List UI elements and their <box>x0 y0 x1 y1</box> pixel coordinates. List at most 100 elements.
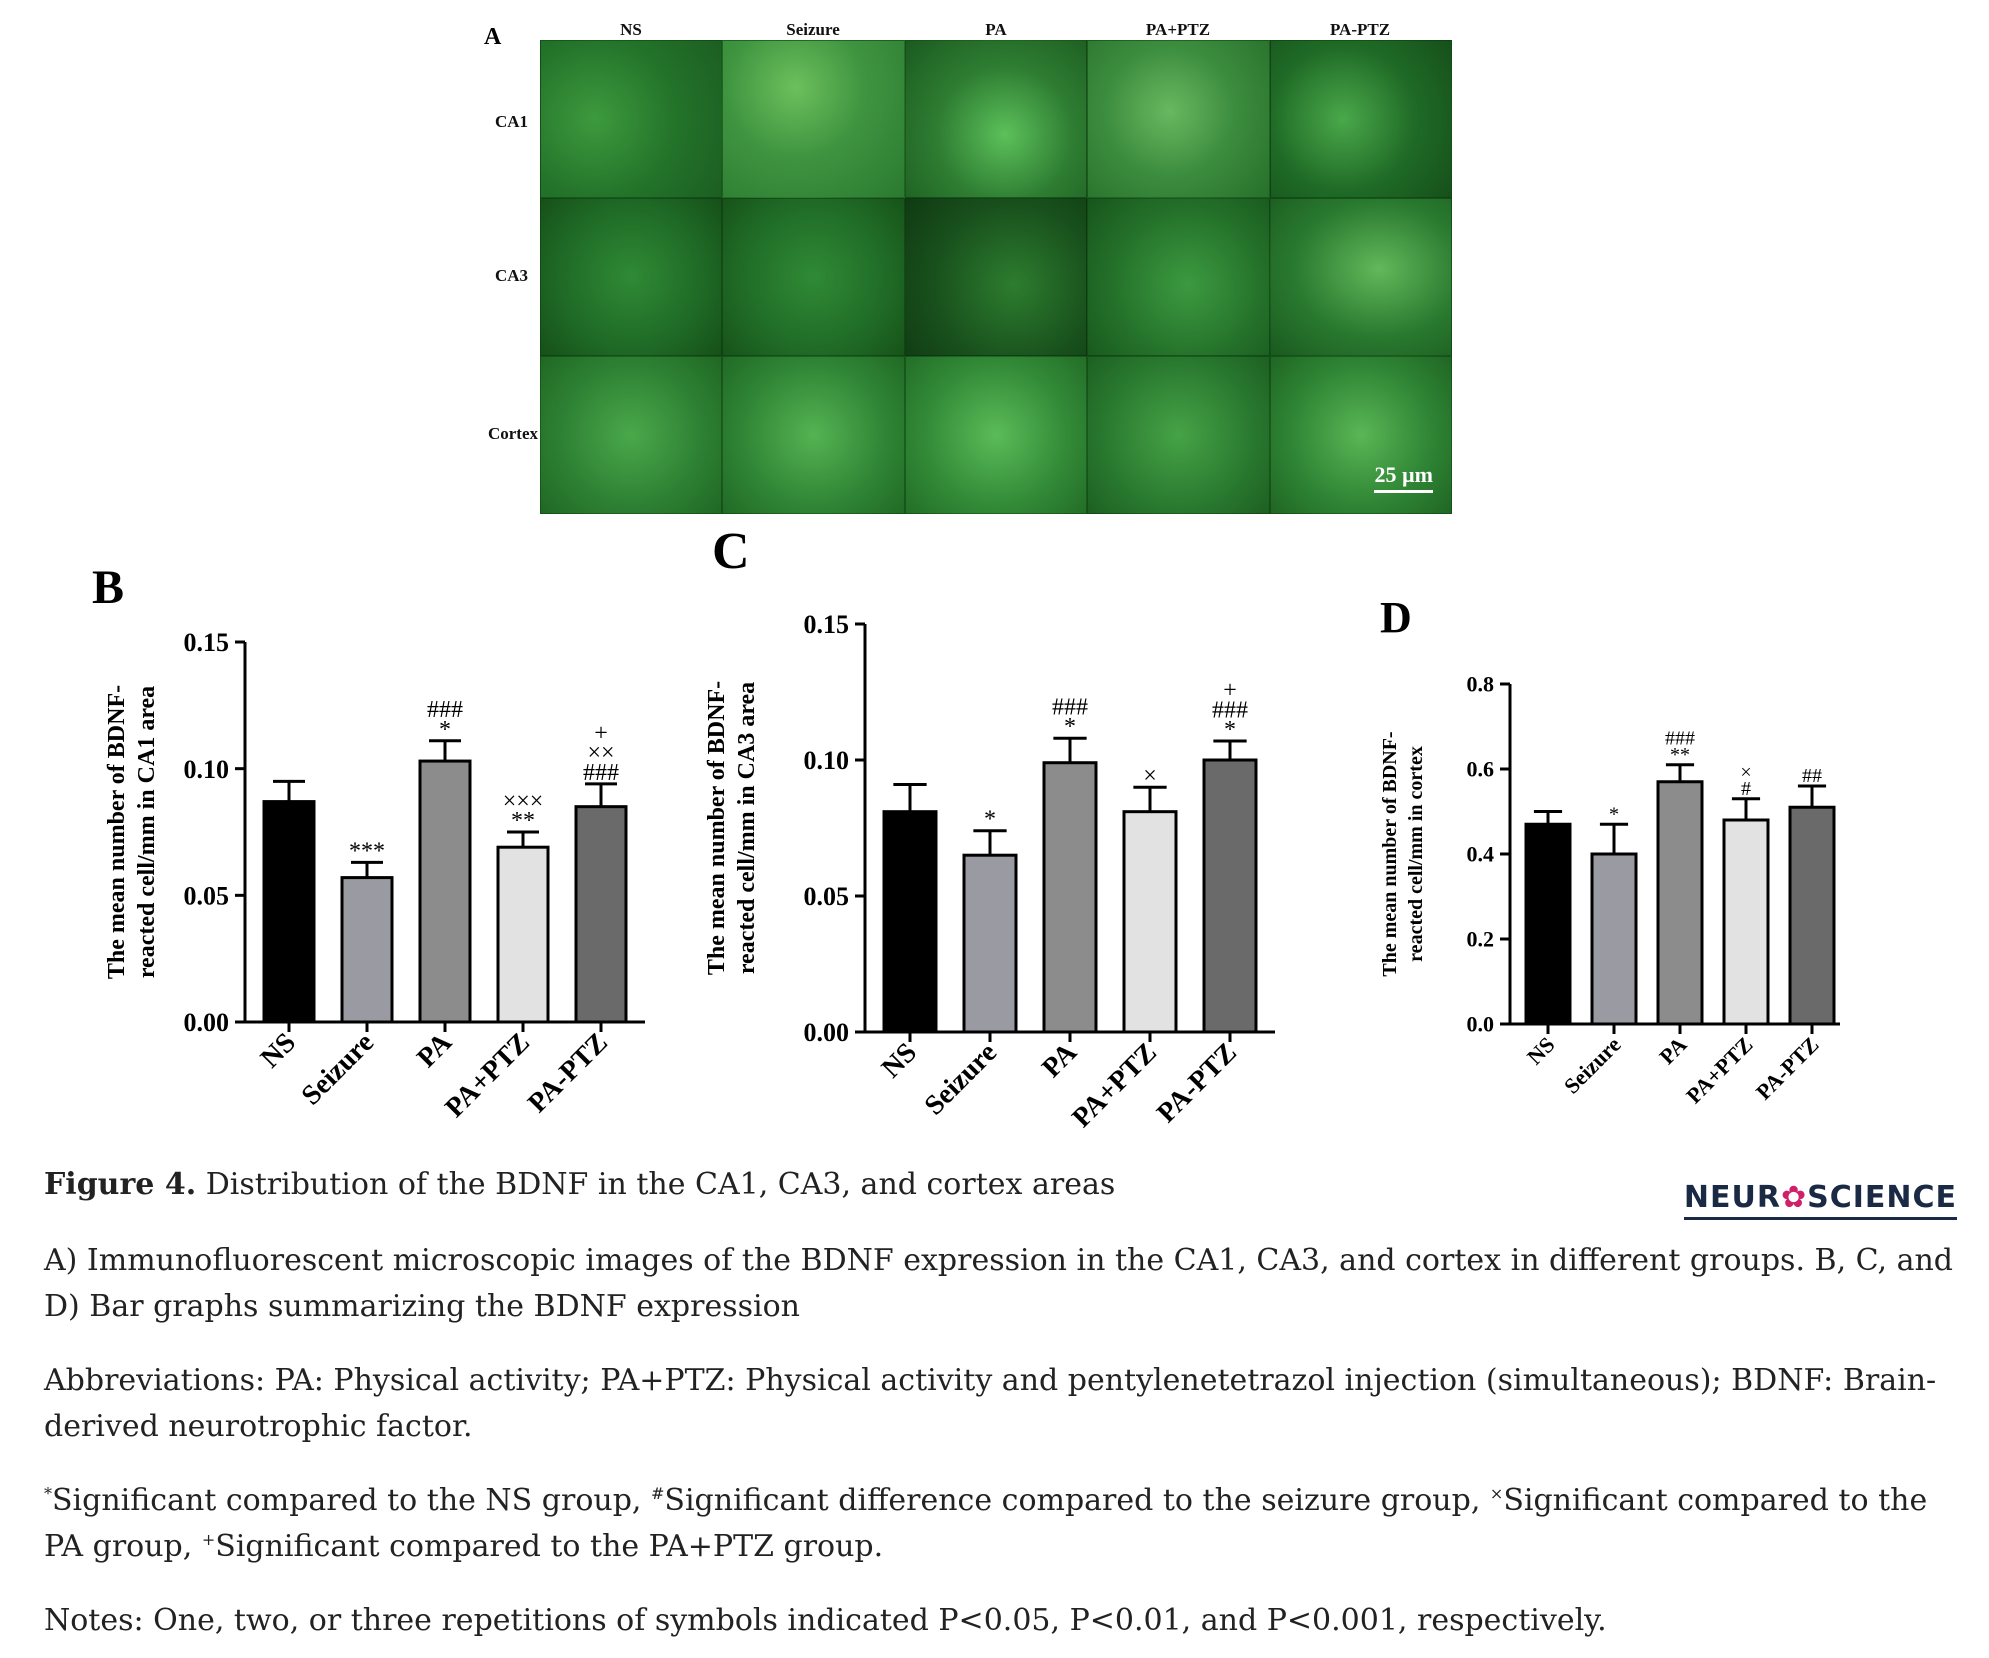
column-header-pa-ptz: PA-PTZ <box>1329 20 1391 39</box>
bar <box>496 845 550 1024</box>
significance-label: × <box>1143 763 1157 789</box>
micrograph-ca3-pa-ptz <box>1269 198 1452 356</box>
caption-paragraph-3: *Significant compared to the NS group, #… <box>44 1483 1928 1564</box>
significance-label: # <box>1741 778 1751 800</box>
figure-caption-title: Figure 4. Distribution of the BDNF in th… <box>44 1162 1954 1208</box>
y-axis-label-line-2: reacted cell/mm in cortex <box>1405 746 1427 962</box>
y-tick-label: 0.15 <box>804 610 850 639</box>
significance-label: *** <box>349 838 385 864</box>
y-tick-label: 0.4 <box>1467 842 1495 867</box>
bar <box>418 759 472 1024</box>
column-header-pa-ptz-combined: PA+PTZ <box>1145 20 1211 39</box>
significance-label: × <box>1740 761 1751 783</box>
figure-title: Distribution of the BDNF in the CA1, CA3… <box>205 1167 1116 1202</box>
symbol-seizure: # <box>650 1484 665 1503</box>
y-axis-label-line-2: reacted cell/mm in CA3 area <box>734 682 760 974</box>
y-tick-label: 0.00 <box>804 1018 850 1047</box>
micrograph-ca3-seizure <box>722 198 905 356</box>
x-tick-label: Seizure <box>1559 1032 1626 1099</box>
micrograph-cortex-pa-ptz: 25 µm <box>1269 356 1452 514</box>
y-tick-label: 0.2 <box>1467 927 1495 952</box>
row-header-ca1: CA1 <box>494 112 528 131</box>
significance-label: * <box>1224 717 1236 743</box>
x-tick-label: NS <box>1522 1032 1560 1070</box>
significance-label: ### <box>1212 697 1248 723</box>
y-tick-label: 0.0 <box>1467 1012 1495 1037</box>
micrograph-cortex-pa-ptz-combined <box>1087 356 1270 514</box>
x-tick-label: Seizure <box>296 1027 380 1111</box>
figure-label: Figure 4. <box>44 1167 197 1202</box>
significance-label: ### <box>427 697 463 723</box>
micrograph-ca1-ns <box>540 40 723 198</box>
micrograph-ca1-pa-ptz <box>1269 40 1452 198</box>
y-tick-label: 0.05 <box>804 882 850 911</box>
y-tick-label: 0.8 <box>1467 672 1495 697</box>
significance-label: ×× <box>587 740 614 766</box>
column-header-ns: NS <box>620 20 642 39</box>
y-axis-label-line-2: reacted cell/mm in CA1 area <box>134 686 160 978</box>
significance-label: * <box>984 807 996 833</box>
y-tick-label: 0.05 <box>184 881 230 910</box>
symbol-pa: × <box>1489 1484 1504 1503</box>
x-tick-label: PA <box>1036 1036 1083 1083</box>
microscopy-image-grid: 25 µm <box>540 40 1452 514</box>
x-tick-label: NS <box>255 1027 302 1074</box>
panel-d-letter: D <box>1380 593 1412 642</box>
x-tick-label: PA-PTZ <box>522 1027 614 1119</box>
y-tick-label: 0.00 <box>184 1008 230 1037</box>
bar <box>574 805 628 1024</box>
chart-d: 0.0 0.2 0.4 0.6 0.8 The mean number of BDNF-r… <box>1379 672 1840 1108</box>
x-tick-label: PA+PTZ <box>439 1027 536 1124</box>
caption-paragraph-1: A) Immunofluorescent microscopic images … <box>44 1243 1954 1324</box>
micrograph-ca1-seizure <box>722 40 905 198</box>
chart-b: 0.00 0.05 0.10 0.15 The mean number of BDNF-… <box>104 628 645 1124</box>
significance-label: ### <box>583 760 619 786</box>
micrograph-cortex-seizure <box>722 356 905 514</box>
significance-label: ### <box>1052 695 1088 721</box>
y-tick-label: 0.6 <box>1467 757 1495 782</box>
significance-label: * <box>1609 803 1619 825</box>
bar <box>962 853 1018 1034</box>
bar <box>1524 822 1572 1026</box>
significance-label: ### <box>1665 727 1695 749</box>
significance-label: ## <box>1802 765 1822 787</box>
y-tick-label: 0.15 <box>184 628 230 657</box>
micrograph-cortex-pa <box>904 356 1088 514</box>
panel-a-letter: A <box>484 24 502 50</box>
x-tick-label: PA+PTZ <box>1681 1032 1757 1108</box>
symbol-pa-ptz: + <box>201 1530 216 1549</box>
chart-c: 0.00 0.05 0.10 0.15 The mean number of BDNF-… <box>704 610 1275 1134</box>
neuroscience-logo: NEUR✿SCIENCE <box>1683 1180 1957 1220</box>
bar <box>340 876 394 1024</box>
micrograph-ca1-pa-ptz-combined <box>1087 40 1270 198</box>
micrograph-ca3-pa <box>904 198 1088 356</box>
y-tick-label: 0.10 <box>184 755 230 784</box>
bar <box>882 810 938 1034</box>
significance-label: ** <box>511 808 535 834</box>
bar <box>262 800 316 1024</box>
x-tick-label: Seizure <box>919 1037 1003 1121</box>
scale-bar: 25 µm <box>1374 462 1433 493</box>
y-tick-label: 0.10 <box>804 746 850 775</box>
caption-paragraph-2: Abbreviations: PA: Physical activity; PA… <box>44 1363 1937 1444</box>
panel-c-letter: C <box>712 523 750 580</box>
panel-b-letter: B <box>92 561 125 614</box>
y-axis-label-line-1: The mean number of BDNF- <box>1379 731 1401 976</box>
bar <box>1722 818 1770 1026</box>
bar <box>1202 758 1258 1034</box>
x-tick-label: NS <box>876 1037 923 1084</box>
significance-label: * <box>1064 714 1076 740</box>
column-header-seizure: Seizure <box>786 20 840 39</box>
x-tick-label: PA <box>1654 1032 1691 1069</box>
bar <box>1122 810 1178 1034</box>
significance-label: ××× <box>503 788 544 814</box>
y-axis-label-line-1: The mean number of BDNF- <box>704 681 730 975</box>
row-header-ca3: CA3 <box>494 266 528 285</box>
x-tick-label: PA+PTZ <box>1066 1037 1163 1134</box>
bar <box>1590 852 1638 1026</box>
micrograph-cortex-ns <box>540 356 723 514</box>
y-axis-label-line-1: The mean number of BDNF- <box>104 685 130 979</box>
bar <box>1656 780 1704 1026</box>
micrograph-ca3-pa-ptz-combined <box>1087 198 1270 356</box>
x-tick-label: PA <box>411 1026 458 1073</box>
